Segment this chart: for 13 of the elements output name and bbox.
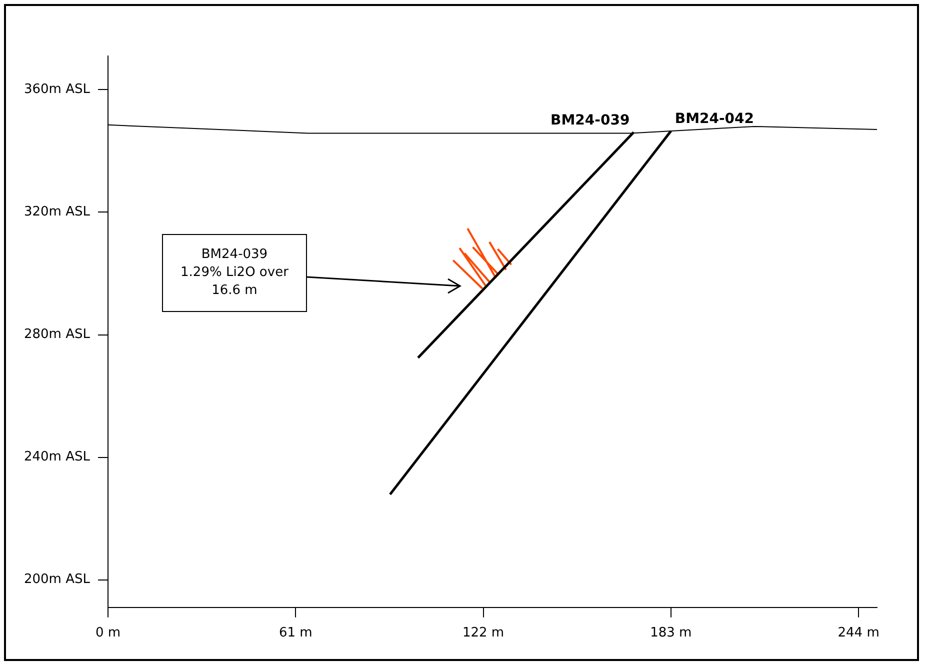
x-tick-label: 0 m xyxy=(95,626,121,641)
y-tick-label: 240m ASL xyxy=(24,450,91,465)
series-label: BM24-042 xyxy=(674,111,754,128)
x-tick-label: 244 m xyxy=(838,626,880,641)
x-tick-label: 61 m xyxy=(278,626,312,641)
y-tick-label: 200m ASL xyxy=(24,572,91,588)
annotation: BM24-039 1.29% Li2O over 16.6 m xyxy=(180,246,288,300)
x-tick-label: 122 m xyxy=(462,626,504,641)
y-tick-label: 320m ASL xyxy=(24,204,91,220)
x-tick-label: 183 m xyxy=(650,626,692,641)
series-label: BM24-039 xyxy=(550,112,630,128)
y-tick-label: 360m ASL xyxy=(24,82,91,98)
y-tick-label: 280m ASL xyxy=(24,327,91,342)
